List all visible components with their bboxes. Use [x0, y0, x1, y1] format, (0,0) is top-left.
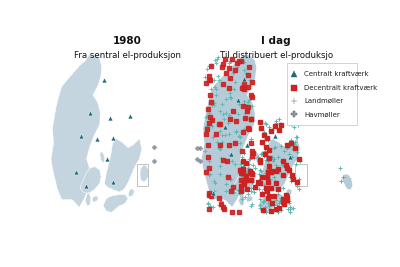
Bar [137, 164, 148, 186]
Polygon shape [259, 138, 300, 192]
Text: I dag: I dag [262, 36, 291, 46]
Polygon shape [285, 189, 292, 197]
Text: Havmøller: Havmøller [304, 111, 340, 117]
Polygon shape [100, 151, 105, 163]
Text: 1980: 1980 [113, 36, 142, 46]
Polygon shape [103, 195, 128, 213]
Polygon shape [140, 165, 148, 182]
Text: Decentralt kraftværk: Decentralt kraftværk [304, 85, 377, 91]
Polygon shape [104, 138, 142, 192]
Polygon shape [128, 189, 134, 197]
Polygon shape [342, 174, 353, 190]
Polygon shape [238, 192, 244, 206]
Polygon shape [80, 167, 101, 194]
Polygon shape [233, 167, 256, 194]
Polygon shape [51, 55, 102, 207]
Polygon shape [258, 195, 285, 213]
Text: Fra sentral el-produksjon: Fra sentral el-produksjon [74, 50, 181, 60]
Bar [295, 164, 307, 186]
Text: Landmøller: Landmøller [304, 98, 343, 104]
Polygon shape [254, 151, 260, 163]
Polygon shape [92, 196, 98, 202]
Text: Til distribuert el-produksjo: Til distribuert el-produksjo [220, 50, 333, 60]
Text: Centralt kraftværk: Centralt kraftværk [304, 71, 368, 77]
Polygon shape [85, 192, 91, 206]
Bar [287, 63, 357, 124]
Polygon shape [246, 196, 253, 202]
Polygon shape [202, 55, 257, 207]
